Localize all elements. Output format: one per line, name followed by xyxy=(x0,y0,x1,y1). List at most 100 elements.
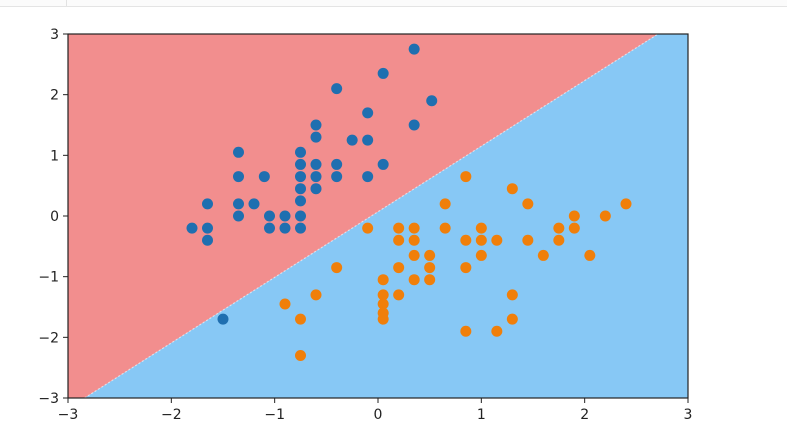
point-class-b xyxy=(393,222,405,234)
point-class-b xyxy=(522,198,534,210)
point-class-b xyxy=(393,262,405,274)
y-tick-label: 1 xyxy=(50,148,59,164)
point-class-b xyxy=(377,298,389,310)
point-class-a xyxy=(295,222,306,234)
point-class-b xyxy=(537,249,549,261)
point-class-a xyxy=(408,119,420,131)
y-tick-label: 3 xyxy=(50,27,59,43)
point-class-a xyxy=(408,43,420,55)
point-class-b xyxy=(279,298,291,310)
point-class-a xyxy=(295,171,306,183)
x-tick-label: 3 xyxy=(684,407,693,423)
x-tick-label: −2 xyxy=(161,407,182,423)
point-class-a xyxy=(233,146,244,158)
point-class-b xyxy=(460,325,472,337)
point-class-b xyxy=(377,313,389,325)
toolbar-separator xyxy=(66,0,67,6)
point-class-b xyxy=(408,234,420,246)
point-class-b xyxy=(506,289,518,301)
point-class-b xyxy=(295,350,306,362)
top-toolbar-strip xyxy=(0,0,787,7)
point-class-b xyxy=(408,249,420,261)
x-axis: −3 −2 −1 0 1 2 3 xyxy=(58,398,693,423)
point-class-a xyxy=(279,210,291,222)
point-class-a xyxy=(202,222,213,234)
point-class-a xyxy=(310,119,322,131)
y-tick-label: −2 xyxy=(38,330,59,346)
point-class-a xyxy=(310,131,322,143)
point-class-b xyxy=(460,234,472,246)
point-class-b xyxy=(362,222,374,234)
point-class-b xyxy=(331,262,343,274)
point-class-a xyxy=(295,195,306,207)
y-tick-label: 2 xyxy=(50,88,59,104)
point-class-b xyxy=(568,210,580,222)
decision-regions xyxy=(68,34,688,398)
point-class-a xyxy=(295,210,306,222)
point-class-b xyxy=(553,234,565,246)
point-class-a xyxy=(295,146,306,158)
y-tick-label: −1 xyxy=(38,270,59,286)
y-tick-label: −3 xyxy=(38,391,59,407)
point-class-a xyxy=(310,171,322,183)
decision-boundary-line xyxy=(84,34,659,398)
x-tick-label: 2 xyxy=(580,407,589,423)
point-class-b xyxy=(491,234,503,246)
point-class-b xyxy=(460,171,472,183)
point-class-a xyxy=(295,183,306,195)
point-class-a xyxy=(362,171,374,183)
point-class-b xyxy=(620,198,632,210)
y-axis: −3 −2 −1 0 1 2 3 xyxy=(38,27,68,407)
point-class-a xyxy=(331,158,343,170)
point-class-a xyxy=(202,234,213,246)
x-tick-label: −3 xyxy=(58,407,79,423)
point-class-b xyxy=(460,262,472,274)
point-class-a xyxy=(217,313,229,325)
x-tick-label: 0 xyxy=(374,407,383,423)
point-class-b xyxy=(522,234,534,246)
point-class-a xyxy=(202,198,213,210)
point-class-b xyxy=(439,222,451,234)
point-class-b xyxy=(377,289,389,301)
point-class-a xyxy=(279,222,291,234)
x-tick-label: −1 xyxy=(264,407,285,423)
y-tick-label: 0 xyxy=(50,209,59,225)
point-class-b xyxy=(439,198,451,210)
point-class-b xyxy=(506,313,518,325)
point-class-b xyxy=(424,262,436,274)
point-class-b xyxy=(424,249,436,261)
point-class-b xyxy=(491,325,503,337)
point-class-a xyxy=(264,210,275,222)
point-class-a xyxy=(264,222,275,234)
point-class-a xyxy=(362,107,374,119)
point-class-b xyxy=(506,183,518,195)
point-class-a xyxy=(310,158,322,170)
point-class-b xyxy=(377,274,389,286)
point-class-b xyxy=(553,222,565,234)
region-class-a xyxy=(68,34,659,398)
point-class-a xyxy=(331,171,343,183)
point-class-a xyxy=(331,83,343,95)
point-class-a xyxy=(377,158,389,170)
point-class-a xyxy=(295,158,306,170)
point-class-a xyxy=(362,134,374,146)
point-class-b xyxy=(475,222,487,234)
point-class-a xyxy=(310,183,322,195)
point-class-b xyxy=(584,249,596,261)
point-class-a xyxy=(186,222,198,234)
point-class-a xyxy=(346,134,358,146)
point-class-b xyxy=(424,274,436,286)
point-class-a xyxy=(233,198,244,210)
data-points xyxy=(186,43,632,362)
point-class-b xyxy=(295,313,306,325)
point-class-b xyxy=(393,289,405,301)
point-class-a xyxy=(377,67,389,79)
point-class-b xyxy=(310,289,322,301)
point-class-a xyxy=(233,210,244,222)
point-class-b xyxy=(408,222,420,234)
point-class-b xyxy=(393,234,405,246)
region-class-b xyxy=(84,34,688,398)
point-class-a xyxy=(426,95,438,107)
x-tick-label: 1 xyxy=(477,407,486,423)
point-class-b xyxy=(599,210,611,222)
